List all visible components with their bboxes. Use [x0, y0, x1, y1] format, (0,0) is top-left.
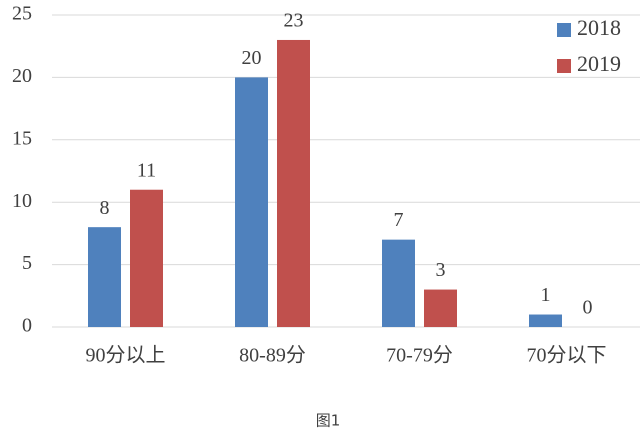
bar — [529, 314, 562, 327]
caption: 图1 — [316, 412, 341, 430]
y-tick-label: 20 — [12, 65, 32, 87]
data-label: 7 — [394, 209, 404, 231]
legend-swatch — [557, 23, 571, 37]
x-tick-label: 80-89分 — [239, 344, 306, 367]
data-label: 0 — [583, 297, 593, 319]
data-label: 3 — [436, 259, 446, 281]
x-tick-label: 70-79分 — [386, 344, 453, 367]
y-tick-label: 15 — [12, 127, 32, 149]
data-label: 23 — [284, 10, 304, 32]
y-tick-label: 10 — [12, 190, 32, 212]
x-tick-label: 90分以上 — [86, 344, 166, 367]
legend-label: 2019 — [577, 51, 621, 76]
y-tick-label: 25 — [12, 3, 32, 25]
bar — [277, 39, 310, 328]
bar — [424, 289, 457, 327]
bar — [382, 239, 415, 327]
y-tick-label: 0 — [22, 315, 32, 337]
data-label: 11 — [137, 159, 156, 181]
x-tick-label: 70分以下 — [527, 344, 607, 367]
bar — [235, 77, 268, 328]
bar — [88, 227, 121, 327]
bar — [130, 189, 163, 327]
data-label: 8 — [100, 197, 110, 219]
legend-label: 2018 — [577, 15, 621, 40]
y-tick-label: 5 — [22, 252, 32, 274]
data-label: 1 — [541, 284, 551, 306]
data-label: 20 — [242, 47, 262, 69]
legend-swatch — [557, 59, 571, 73]
